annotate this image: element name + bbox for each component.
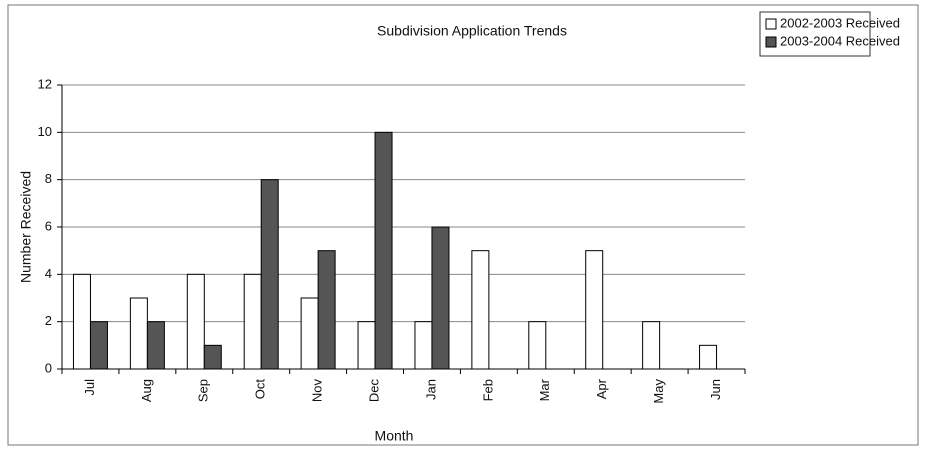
- y-tick-label: 12: [38, 76, 52, 91]
- x-tick-label: Mar: [537, 378, 552, 401]
- bar: [431, 226, 450, 370]
- y-tick-label: 8: [45, 171, 52, 186]
- y-tick-label: 2: [45, 313, 52, 328]
- bar: [72, 273, 91, 370]
- bar: [374, 131, 393, 370]
- bar: [186, 273, 205, 370]
- bar: [471, 250, 490, 370]
- bar: [203, 344, 222, 370]
- bar: [357, 321, 376, 370]
- x-tick-label: Apr: [594, 378, 609, 399]
- legend-box: [759, 11, 871, 57]
- y-tick-label: 10: [38, 124, 52, 139]
- y-tick-label: 0: [45, 360, 52, 375]
- y-tick-label: 4: [45, 266, 52, 281]
- bar: [642, 321, 661, 370]
- x-tick-label: May: [651, 379, 666, 404]
- x-tick-label: Nov: [310, 379, 325, 403]
- x-tick-label: Feb: [480, 379, 495, 401]
- x-tick-label: Jan: [423, 379, 438, 400]
- x-tick-label: Jun: [708, 379, 723, 400]
- y-axis-label: Number Received: [18, 171, 34, 283]
- bar: [414, 321, 433, 370]
- x-tick-label: Jul: [82, 379, 97, 396]
- x-tick-label: Sep: [196, 379, 211, 402]
- y-tick-label: 6: [45, 218, 52, 233]
- legend-swatch: [765, 18, 777, 30]
- bar: [528, 321, 547, 370]
- x-tick-label: Dec: [366, 379, 381, 403]
- bar: [585, 250, 604, 370]
- legend-label: 2002-2003 Received: [780, 15, 900, 30]
- chart-title: Subdivision Application Trends: [377, 23, 567, 39]
- bar: [260, 179, 279, 370]
- legend-label: 2003-2004 Received: [780, 33, 900, 48]
- bar: [300, 297, 319, 370]
- legend-swatch: [765, 36, 777, 48]
- x-tick-label: Oct: [253, 379, 268, 400]
- bar: [317, 250, 336, 370]
- bar: [243, 273, 262, 370]
- bar: [89, 321, 108, 370]
- bar: [699, 344, 718, 370]
- bar: [129, 297, 148, 370]
- bar: [146, 321, 165, 370]
- x-tick-label: Aug: [139, 379, 154, 402]
- x-axis-label: Month: [375, 428, 414, 444]
- chart-frame: [7, 4, 919, 446]
